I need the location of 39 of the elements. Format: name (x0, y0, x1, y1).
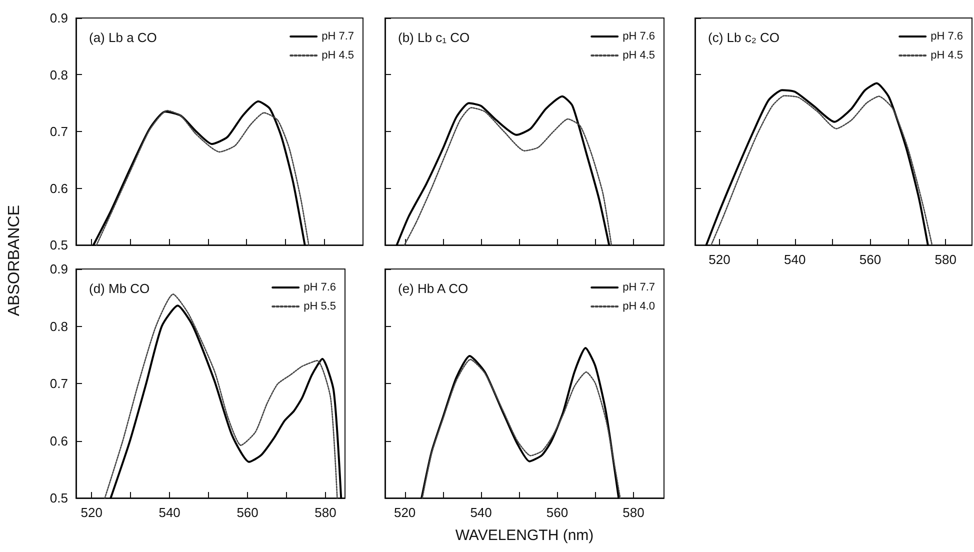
x-tick-label: 540 (784, 252, 806, 267)
legend-label: pH 4.5 (930, 50, 964, 62)
x-tick-label: 540 (158, 505, 180, 520)
legend-label: pH 7.6 (930, 30, 964, 42)
y-tick-label: 0.5 (50, 238, 68, 252)
text: (b) Lb c₁ CO (398, 30, 470, 45)
y-tick-label: 0.8 (50, 67, 68, 82)
text: (e) Hb A CO (398, 281, 468, 296)
y-tick-label: 0.6 (50, 180, 68, 196)
text: (d) Mb CO (89, 281, 150, 296)
y-tick-label: 0.8 (50, 318, 68, 334)
legend-label: pH 4.0 (622, 300, 656, 312)
legend-label: pH 7.6 (622, 30, 656, 42)
y-axis-title: ABSORBANCE (6, 205, 24, 316)
legend-label: pH 7.7 (322, 30, 354, 42)
x-tick-label: 580 (622, 505, 644, 520)
x-tick-label: 560 (546, 505, 568, 520)
x-tick-label: 540 (470, 505, 492, 520)
text: (a) Lb a CO (89, 30, 157, 45)
x-tick-label: 520 (394, 505, 416, 520)
legend-label: pH 5.5 (304, 300, 336, 312)
legend-label: pH 4.5 (622, 50, 656, 62)
legend-label: pH 7.7 (622, 282, 656, 294)
y-tick-label: 0.5 (50, 490, 68, 506)
legend-label: pH 7.6 (304, 282, 336, 294)
x-tick-label: 520 (80, 505, 102, 520)
legend-label: pH 4.5 (322, 50, 354, 62)
text: (c) Lb c₂ CO (708, 30, 780, 45)
x-tick-label: 580 (934, 252, 956, 267)
y-tick-label: 0.9 (50, 262, 68, 276)
x-axis-title: WAVELENGTH (nm) (455, 527, 594, 544)
y-tick-label: 0.7 (50, 376, 68, 391)
y-tick-label: 0.9 (50, 10, 68, 26)
x-tick-label: 560 (859, 252, 882, 267)
x-tick-label: 520 (708, 252, 730, 267)
y-tick-label: 0.7 (50, 124, 68, 139)
x-tick-label: 560 (236, 505, 258, 520)
x-tick-label: 580 (314, 505, 336, 520)
y-tick-label: 0.6 (50, 433, 68, 448)
